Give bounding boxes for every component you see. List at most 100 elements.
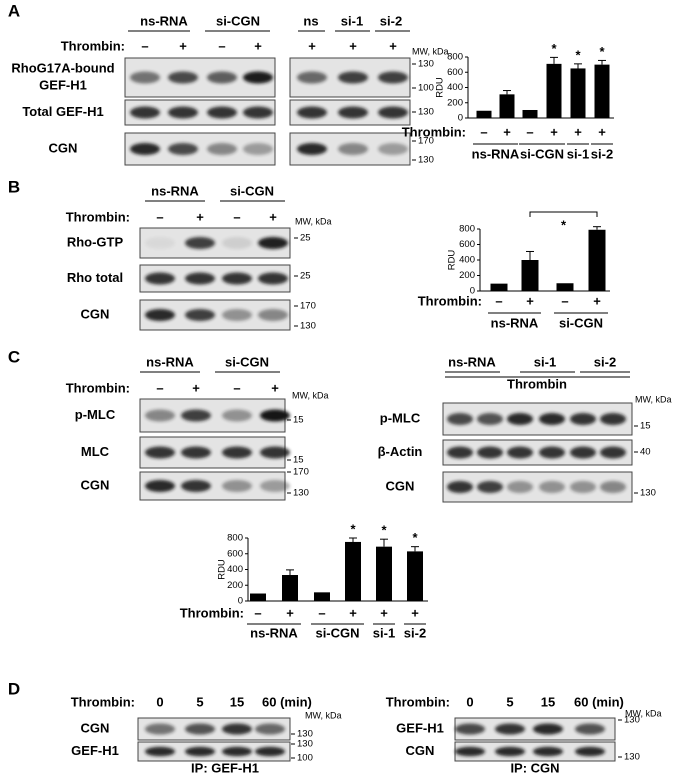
bar [250,593,266,601]
y-tick-label: 600 [459,239,475,250]
group-label: si-1 [341,13,363,28]
blot-band [570,481,596,493]
label: MW, kDa [295,216,332,226]
y-tick-label: 0 [238,596,243,607]
x-tick-label: – [254,605,261,620]
bar [345,541,361,601]
x-tick-label: + [593,293,601,308]
blot-band [145,409,175,422]
mw-label: 100 [418,83,434,94]
significance: * [412,530,418,545]
bar [521,260,539,291]
blot-band [145,723,175,735]
blot-band [477,446,503,459]
blot-band [297,106,327,119]
bar [314,592,330,601]
blot-band [378,143,408,155]
y-axis-label: RDU [435,77,446,98]
significance: * [350,521,356,536]
row-label: GEF-H1 [71,743,119,758]
blot-band [130,71,160,84]
mw-label: 130 [418,155,434,166]
blot-band [181,446,211,459]
blot-band [477,413,503,425]
blot-band [255,723,285,735]
label: 5 [506,694,513,709]
label: Thrombin: [61,38,125,53]
blot-band [507,481,533,493]
mw-label: 130 [297,739,313,750]
bar [588,229,606,291]
blot-band [455,723,485,735]
blot-band [570,446,596,459]
mw-label: 40 [640,447,651,458]
bar [490,283,508,291]
bar [476,110,492,118]
group-label: si-CGN [559,315,603,330]
blot-band [533,723,563,735]
blot-band [130,106,160,119]
row-label: Total GEF-H1 [22,104,103,119]
blot-band [222,237,252,249]
blot-band [181,480,211,492]
x-tick-label: – [480,124,487,139]
significance: * [381,523,387,538]
label: Thrombin: [71,694,135,709]
category-axis-label: Thrombin: [402,124,466,139]
blot-band [130,143,160,155]
treatment-label: Thrombin [507,376,567,391]
row-label: CGN [81,477,110,492]
mw-label: 15 [293,455,304,466]
label: Thrombin: [66,380,130,395]
blot-band [185,237,215,249]
mw-label: 130 [640,488,656,499]
label: – [233,380,240,395]
y-tick-label: 0 [470,286,475,297]
x-tick-label: – [526,124,533,139]
blot-band [260,480,290,492]
label: – [156,380,163,395]
mw-label: 130 [297,729,313,740]
group-label: si-CGN [230,183,274,198]
blot-band [222,272,252,285]
x-tick-label: + [286,605,294,620]
bar [282,575,298,601]
blot-band [533,746,563,757]
blot-band [243,106,273,119]
significance: * [599,44,605,59]
row-label: GEF-H1 [396,720,444,735]
category-axis-label: Thrombin: [418,293,482,308]
blot-band [297,143,327,155]
blot-band [185,309,215,321]
blot-band [507,413,533,425]
blot-band [477,481,503,493]
mw-label: 170 [418,136,434,147]
label: MW, kDa [292,390,329,400]
label: – [141,38,148,53]
label: + [271,380,279,395]
x-tick-label: + [349,605,357,620]
row-label: Rho total [67,270,123,285]
x-tick-label: – [495,293,502,308]
x-tick-label: + [411,605,419,620]
y-tick-label: 400 [447,82,463,93]
mw-label: 130 [418,107,434,118]
group-label: ns [303,13,318,28]
blot-band [455,746,485,757]
row-label: p-MLC [380,410,421,425]
row-label: CGN [49,140,78,155]
row-label: RhoG17A-bound [11,60,114,75]
x-tick-label: + [598,124,606,139]
blot-band [168,71,198,84]
blot-band [297,71,327,84]
bar [556,283,574,291]
group-label: si-CGN [315,625,359,640]
group-label: si-2 [380,13,402,28]
ip-label: IP: GEF-H1 [191,760,259,775]
x-tick-label: – [318,605,325,620]
blot-band [185,723,215,735]
blot-band [258,272,288,285]
label: 0 [156,694,163,709]
label: + [349,38,357,53]
blot-band [222,309,252,321]
